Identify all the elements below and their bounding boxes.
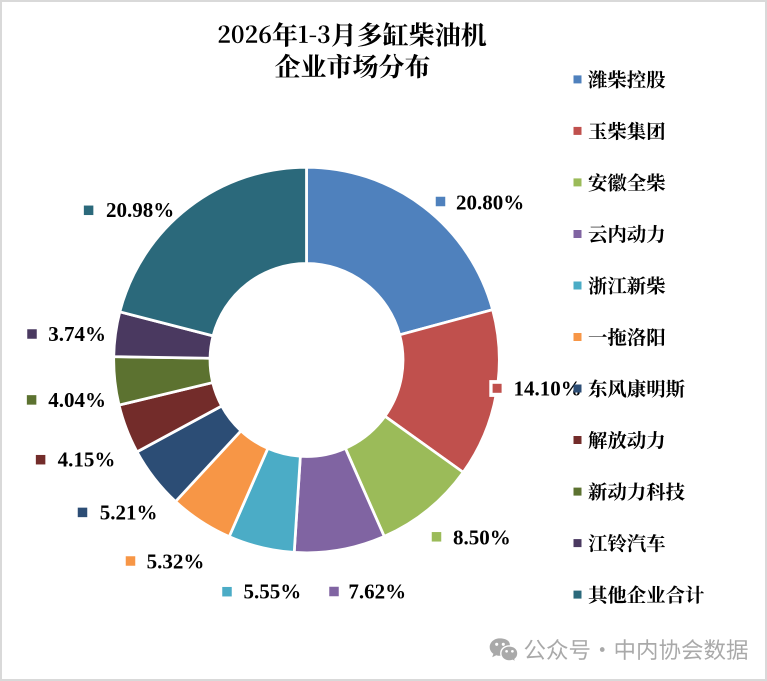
- svg-text:14.10%: 14.10%: [514, 376, 582, 400]
- svg-text:4.15%: 4.15%: [58, 448, 116, 472]
- svg-text:20.80%: 20.80%: [456, 190, 524, 214]
- svg-text:4.04%: 4.04%: [48, 388, 106, 412]
- svg-text:5.55%: 5.55%: [244, 580, 302, 604]
- svg-text:5.21%: 5.21%: [100, 500, 158, 524]
- svg-text:3.74%: 3.74%: [48, 322, 106, 346]
- svg-text:5.32%: 5.32%: [147, 549, 205, 573]
- svg-text:7.62%: 7.62%: [348, 579, 406, 603]
- svg-text:8.50%: 8.50%: [453, 525, 511, 549]
- svg-text:20.98%: 20.98%: [106, 198, 174, 222]
